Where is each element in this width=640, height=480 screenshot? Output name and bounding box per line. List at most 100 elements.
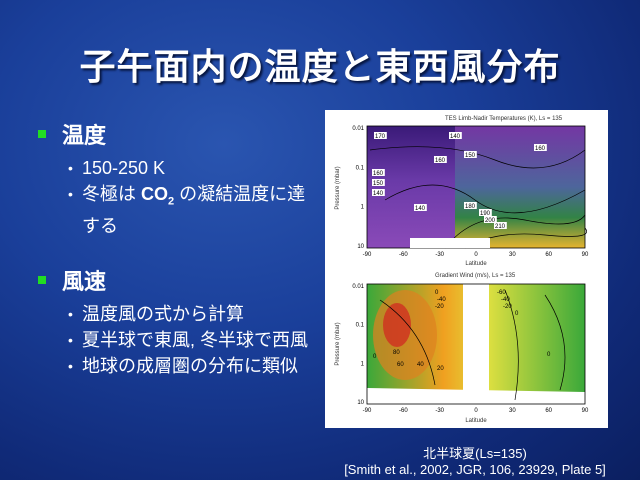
- bottom-contour-line: [504, 289, 519, 401]
- top-x-label: Latitude: [465, 261, 487, 267]
- x-tick-label: -60: [399, 252, 408, 258]
- square-bullet-icon: [38, 130, 46, 138]
- contour-label: 170: [375, 134, 386, 140]
- bottom-plot-title: Gradient Wind (m/s), Ls = 135: [435, 273, 516, 279]
- bullet-item: • 夏半球で東風, 冬半球で西風: [68, 328, 328, 352]
- contour-label: -20: [435, 304, 444, 310]
- contour-label-box: [372, 179, 385, 186]
- contour-label-box: [534, 144, 547, 151]
- contour-label-box: [484, 216, 497, 223]
- figure-svg: TES Limb-Nadir Temperatures (K), Ls = 13…: [335, 116, 589, 424]
- bottom-surface-mask: [367, 388, 585, 404]
- contour-label: 180: [465, 204, 476, 210]
- heading-wind-text: 風速: [62, 268, 107, 294]
- heading-wind: 風速: [38, 264, 328, 296]
- bottom-plot-frame: [366, 283, 586, 405]
- contour-label: 150: [373, 181, 384, 187]
- contour-label-box: [434, 156, 447, 163]
- contour-label: 190: [480, 211, 491, 217]
- contour-label-box: [479, 209, 492, 216]
- x-tick-label: 90: [582, 252, 589, 258]
- contour-label: 0: [435, 290, 439, 296]
- contour-label-box: [372, 189, 385, 196]
- dot-bullet-icon: •: [68, 186, 73, 202]
- x-tick-label: 90: [582, 408, 589, 414]
- section-wind: 風速 • 温度風の式から計算 • 夏半球で東風, 冬半球で西風 • 地球の成層圏…: [38, 264, 328, 378]
- bottom-y-label: Pressure (mbar): [335, 322, 341, 365]
- figure-caption: 北半球夏(Ls=135) [Smith et al., 2002, JGR, 1…: [325, 446, 625, 478]
- bullet-text: 地球の成層圏の分布に類似: [82, 355, 298, 376]
- bullet-item: • 温度風の式から計算: [68, 302, 328, 326]
- contour-label-box: [374, 132, 387, 139]
- x-tick-label: -90: [363, 252, 372, 258]
- y-tick-label: 1: [361, 205, 365, 211]
- contour-label-box: [464, 151, 477, 158]
- x-tick-label: 60: [545, 408, 552, 414]
- y-tick-label: 0.1: [356, 323, 365, 329]
- contour-label: 140: [450, 134, 461, 140]
- dot-bullet-icon: •: [68, 305, 73, 322]
- x-tick-label: -30: [435, 252, 444, 258]
- slide-title: 子午面内の温度と東西風分布: [79, 46, 561, 87]
- contour-label: 210: [495, 224, 506, 230]
- contour-label-box: [464, 202, 477, 209]
- contour-label: 140: [415, 206, 426, 212]
- bottom-x-label: Latitude: [465, 418, 487, 424]
- contour-label: 200: [485, 218, 496, 224]
- top-plot-title: TES Limb-Nadir Temperatures (K), Ls = 13…: [445, 116, 563, 122]
- x-tick-label: 0: [474, 408, 478, 414]
- x-tick-label: -60: [399, 408, 408, 414]
- section-temperature: 温度 • 150-250 K • 冬極は CO2 の凝結温度に達する: [38, 118, 328, 238]
- contour-label: 160: [435, 158, 446, 164]
- contour-label: -40: [501, 297, 510, 303]
- contour-label: -40: [437, 297, 446, 303]
- top-y-label: Pressure (mbar): [335, 166, 341, 209]
- dot-bullet-icon: •: [68, 160, 73, 176]
- contour-label-box: [449, 132, 462, 139]
- contour-label: 160: [535, 146, 546, 152]
- bullet-item: • 150-250 K: [68, 156, 328, 180]
- bottom-westerly-core: [383, 303, 411, 347]
- x-tick-label: 60: [545, 252, 552, 258]
- bullet-list: 温度 • 150-250 K • 冬極は CO2 の凝結温度に達する 風速 • …: [38, 118, 328, 404]
- caption-line-1: 北半球夏(Ls=135): [423, 446, 527, 461]
- contour-label: 140: [373, 191, 384, 197]
- x-tick-label: 30: [509, 408, 516, 414]
- y-tick-label: 0.01: [352, 284, 364, 290]
- square-bullet-icon: [38, 275, 46, 284]
- x-tick-label: 30: [509, 252, 516, 258]
- bullet-text: 温度風の式から計算: [82, 303, 244, 324]
- bottom-contour-line: [379, 299, 436, 386]
- y-tick-label: 1: [361, 361, 365, 367]
- bullet-text: 夏半球で東風, 冬半球で西風: [82, 329, 309, 350]
- contour-label-box: [372, 169, 385, 176]
- dot-bullet-icon: •: [68, 357, 73, 374]
- x-tick-label: -30: [435, 408, 444, 414]
- bullet-text-co2: 冬極は CO2 の凝結温度に達する: [82, 184, 306, 236]
- top-contour-line: [384, 184, 586, 214]
- contour-label-box: [414, 204, 427, 211]
- y-tick-label: 10: [357, 400, 364, 406]
- bullet-text: 150-250 K: [82, 158, 166, 178]
- x-tick-label: -90: [363, 408, 372, 414]
- dot-bullet-icon: •: [68, 331, 73, 348]
- bullet-item: • 冬極は CO2 の凝結温度に達する: [68, 182, 328, 238]
- top-contour-line: [369, 146, 586, 169]
- top-plot-warm-region: [455, 126, 585, 248]
- contour-label: 0: [547, 352, 551, 358]
- contour-label: -60: [497, 290, 506, 296]
- caption-line-2: [Smith et al., 2002, JGR, 106, 23929, Pl…: [344, 462, 606, 477]
- bottom-contour-line: [544, 294, 566, 391]
- contour-label: 20: [437, 366, 444, 372]
- y-tick-label: 10: [357, 244, 364, 250]
- bottom-plot-missing-data: [463, 284, 489, 404]
- contour-label: 160: [373, 171, 384, 177]
- contour-label: 0: [515, 311, 519, 317]
- contour-label: -20: [503, 304, 512, 310]
- contour-label: 80: [393, 350, 400, 356]
- contour-label: 40: [417, 362, 424, 368]
- bullet-item: • 地球の成層圏の分布に類似: [68, 354, 328, 378]
- figure-panel: TES Limb-Nadir Temperatures (K), Ls = 13…: [325, 110, 608, 428]
- heading-temperature: 温度: [38, 118, 328, 150]
- heading-temperature-text: 温度: [62, 123, 107, 148]
